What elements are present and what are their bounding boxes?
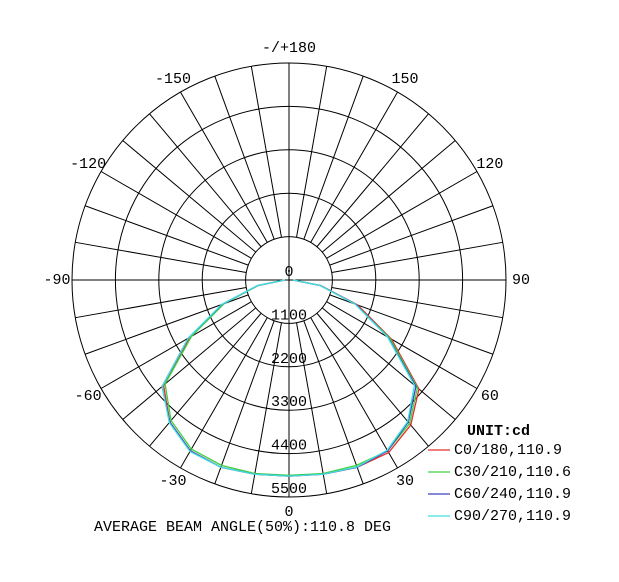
r-tick-label: 0 <box>284 264 293 281</box>
legend-label: C60/240,110.9 <box>454 486 571 503</box>
theta-tick-label: -150 <box>155 71 191 88</box>
theta-tick-label: -60 <box>75 388 102 405</box>
spoke <box>326 171 478 259</box>
theta-tick-label: -120 <box>70 156 106 173</box>
spoke <box>84 205 249 266</box>
theta-tick-label: -30 <box>159 473 186 490</box>
spoke <box>303 320 364 485</box>
legend-title: UNIT:cd <box>467 423 530 440</box>
spoke <box>100 171 252 259</box>
spoke <box>310 317 398 469</box>
spoke <box>122 307 257 420</box>
theta-tick-label: 150 <box>391 71 418 88</box>
footer: AVERAGE BEAM ANGLE(50%):110.8 DEG <box>94 519 391 536</box>
spoke <box>310 91 398 243</box>
spoke <box>250 66 282 238</box>
spoke <box>316 113 429 248</box>
spoke <box>75 241 247 273</box>
curve <box>164 279 419 476</box>
spoke <box>149 113 262 248</box>
r-tick-label: 1100 <box>271 307 307 324</box>
theta-tick-label: 60 <box>481 388 499 405</box>
spoke <box>331 287 503 319</box>
spoke <box>180 91 268 243</box>
plot: 0 30 60 90 120 150 -/+180 -150 -120 -90 -60 -30 C0/1… <box>43 40 571 525</box>
theta-tick-label: 30 <box>396 473 414 490</box>
spoke <box>303 75 364 240</box>
spoke <box>100 301 252 389</box>
spoke <box>331 241 503 273</box>
spoke <box>214 75 275 240</box>
theta-tick-label: -90 <box>43 272 70 289</box>
spoke <box>321 307 456 420</box>
spoke <box>149 312 262 447</box>
spoke <box>180 317 268 469</box>
spoke <box>250 322 282 494</box>
legend-label: C90/270,110.9 <box>454 508 571 525</box>
r-tick-label: 4400 <box>271 438 307 455</box>
theta-tick-label: -/+180 <box>262 40 316 57</box>
spoke <box>296 322 328 494</box>
spoke <box>75 287 247 319</box>
spoke <box>326 301 478 389</box>
curve <box>161 279 416 477</box>
theta-tick-label: 90 <box>512 272 530 289</box>
legend-label: C0/180,110.9 <box>454 442 562 459</box>
r-tick-label: 5500 <box>271 481 307 498</box>
theta-tick-label: 120 <box>476 156 503 173</box>
r-tick-label: 3300 <box>271 394 307 411</box>
legend-label: C30/210,110.6 <box>454 464 571 481</box>
spoke <box>321 140 456 253</box>
spoke <box>296 66 328 238</box>
spoke <box>214 320 275 485</box>
spoke <box>329 205 494 266</box>
theta-tick-label: 0 <box>284 504 293 521</box>
spoke <box>122 140 257 253</box>
r-tick-label: 2200 <box>271 351 307 368</box>
